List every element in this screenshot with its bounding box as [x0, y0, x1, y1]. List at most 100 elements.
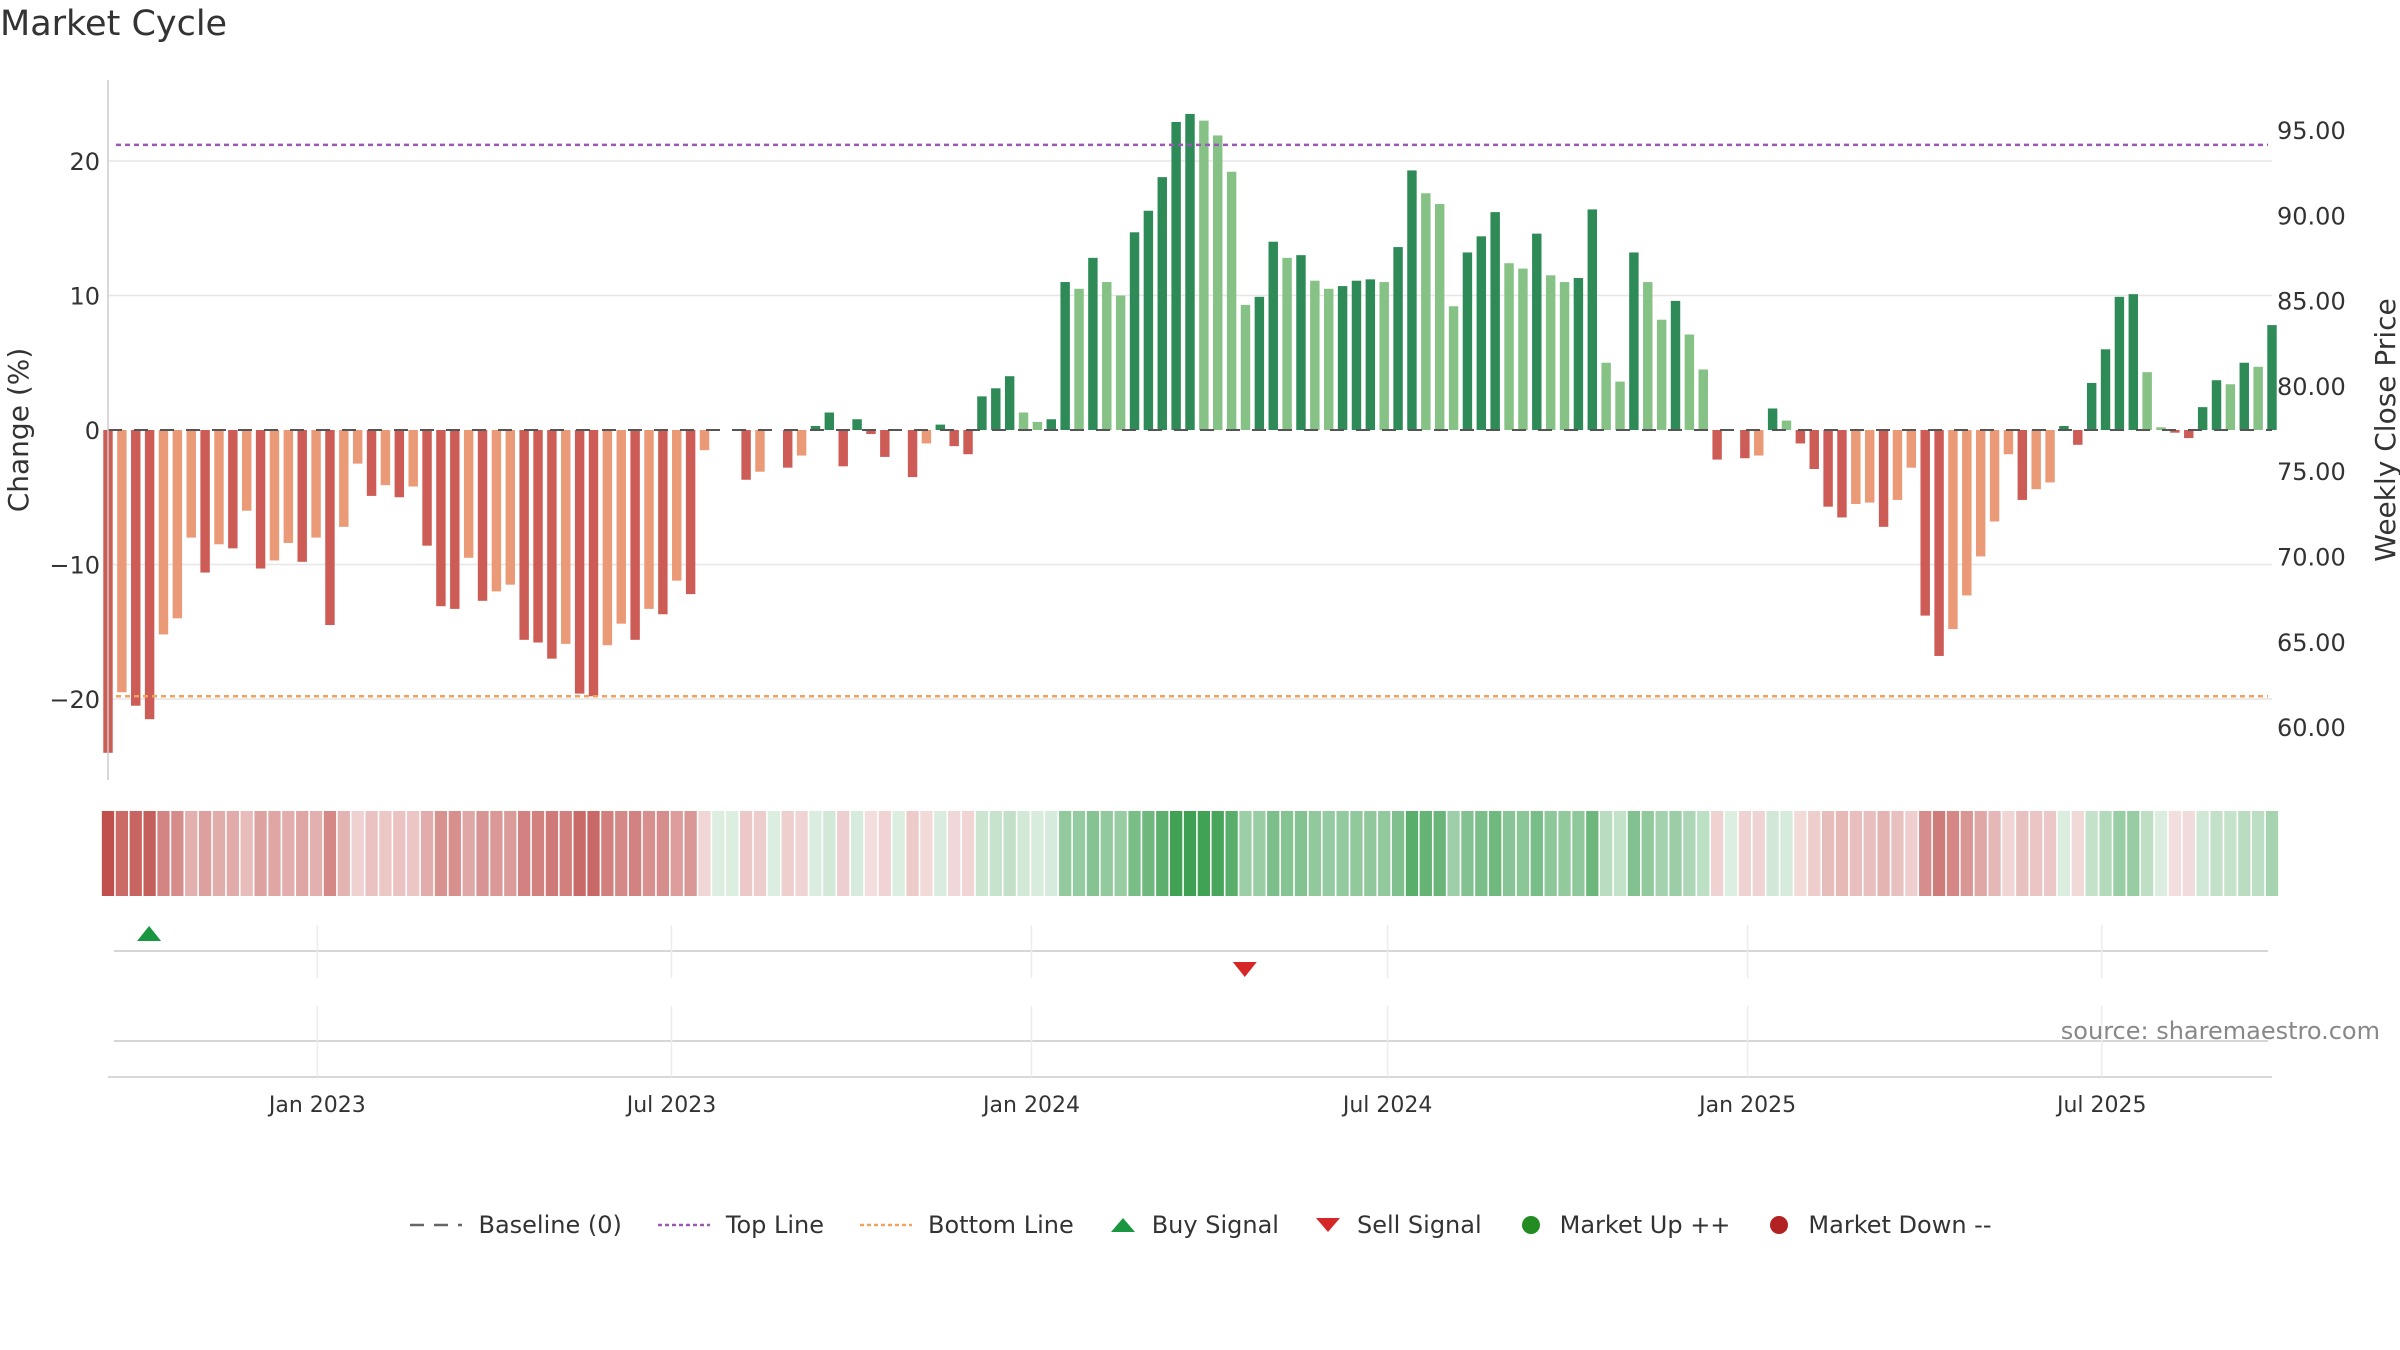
heat-cell: [1031, 811, 1044, 896]
dashed-gray-line-icon: [408, 1215, 464, 1235]
bar: [463, 430, 474, 558]
heat-cell: [1100, 811, 1113, 896]
dotted-purple-line-icon: [656, 1215, 712, 1235]
bar: [2003, 430, 2014, 455]
bar: [1559, 282, 1570, 430]
bar: [1740, 430, 1750, 459]
bar: [2045, 430, 2055, 483]
bar: [1698, 369, 1708, 430]
heat-cell: [171, 811, 184, 896]
bar: [1573, 278, 1584, 430]
bar: [1781, 420, 1792, 430]
bar: [2170, 430, 2180, 433]
heat-cell: [1183, 811, 1197, 896]
heat-cell: [476, 811, 489, 896]
heat-cell: [1669, 811, 1682, 896]
heat-cell: [1891, 811, 1904, 896]
bar: [2073, 430, 2083, 445]
bar: [755, 430, 765, 472]
y-tick-label: 0: [85, 417, 100, 445]
heat-cell: [989, 811, 1002, 896]
bar: [1282, 257, 1292, 430]
heat-cell: [2141, 811, 2154, 896]
bar: [1948, 430, 1958, 630]
heat-cell: [1655, 811, 1668, 896]
bar: [1351, 280, 1362, 430]
bar: [2059, 425, 2069, 430]
red-circle-icon: [1764, 1215, 1794, 1235]
bar: [1448, 306, 1459, 430]
green-up-triangle-icon: [1108, 1215, 1138, 1235]
heat-cell: [198, 811, 212, 896]
heat-cell: [739, 811, 753, 896]
y-tick-label: −10: [49, 552, 100, 580]
heat-cell: [1239, 811, 1252, 896]
bar: [1629, 252, 1639, 430]
heat-cell: [1877, 811, 1890, 896]
right-y-axis-title: Weekly Close Price: [2369, 298, 2400, 561]
bar: [2253, 366, 2263, 430]
heat-cell: [1489, 811, 1502, 896]
dotted-orange-line-icon: [858, 1215, 914, 1235]
bar: [1324, 288, 1334, 430]
bar: [685, 430, 696, 595]
bar: [2017, 430, 2028, 500]
heat-cell: [268, 811, 281, 896]
bar: [1185, 113, 1195, 431]
heat-cell: [573, 811, 586, 896]
heat-cell: [1447, 811, 1460, 896]
heat-cell: [1710, 811, 1724, 896]
heat-cell: [365, 811, 378, 896]
heat-cell: [296, 811, 309, 896]
heat-cell: [1808, 811, 1821, 896]
heat-cell: [1835, 811, 1849, 896]
bar: [1518, 268, 1528, 430]
heat-cell: [337, 811, 350, 896]
bar: [1379, 282, 1389, 430]
legend-label: Sell Signal: [1356, 1211, 1482, 1239]
bar: [1213, 135, 1223, 430]
bar: [1268, 241, 1278, 430]
bar: [921, 430, 932, 444]
heat-cell: [1863, 811, 1876, 896]
bar: [1504, 263, 1514, 430]
bar: [907, 430, 918, 478]
heat-cell: [1336, 811, 1349, 896]
heat-cell: [1516, 811, 1530, 896]
heat-cell: [1974, 811, 1987, 896]
heat-cell: [698, 811, 711, 896]
heat-cell: [712, 811, 725, 896]
bar: [991, 388, 1001, 430]
bar: [2086, 382, 2097, 430]
bar: [630, 430, 640, 640]
heat-cell: [1003, 811, 1016, 896]
bar: [339, 430, 349, 527]
heat-cell: [1156, 811, 1169, 896]
bar: [422, 430, 432, 546]
heat-cell: [2265, 811, 2279, 896]
heat-cell: [2224, 811, 2237, 896]
heat-cell: [1253, 811, 1266, 896]
bar: [255, 430, 266, 569]
right-y-tick-label: 75.00: [2277, 458, 2346, 486]
heat-cell: [2057, 811, 2071, 896]
heat-cell: [2113, 811, 2126, 896]
heat-cell: [1932, 811, 1946, 896]
bar: [1102, 282, 1112, 430]
heat-cell: [1211, 811, 1224, 896]
heat-cell: [1475, 811, 1488, 896]
y-tick-label: 10: [69, 283, 100, 311]
heat-cell: [2002, 811, 2015, 896]
bar: [1004, 376, 1015, 430]
bar: [935, 424, 946, 430]
bar: [1337, 286, 1348, 430]
heat-cell: [795, 811, 808, 896]
heat-cell: [2099, 811, 2112, 896]
heat-cell: [1697, 811, 1710, 896]
legend-item: Market Up ++: [1516, 1211, 1730, 1239]
heat-cell: [143, 811, 156, 896]
bar: [2225, 384, 2236, 430]
bar: [2211, 380, 2222, 430]
right-y-tick-label: 70.00: [2277, 544, 2346, 572]
bar: [1962, 430, 1972, 596]
